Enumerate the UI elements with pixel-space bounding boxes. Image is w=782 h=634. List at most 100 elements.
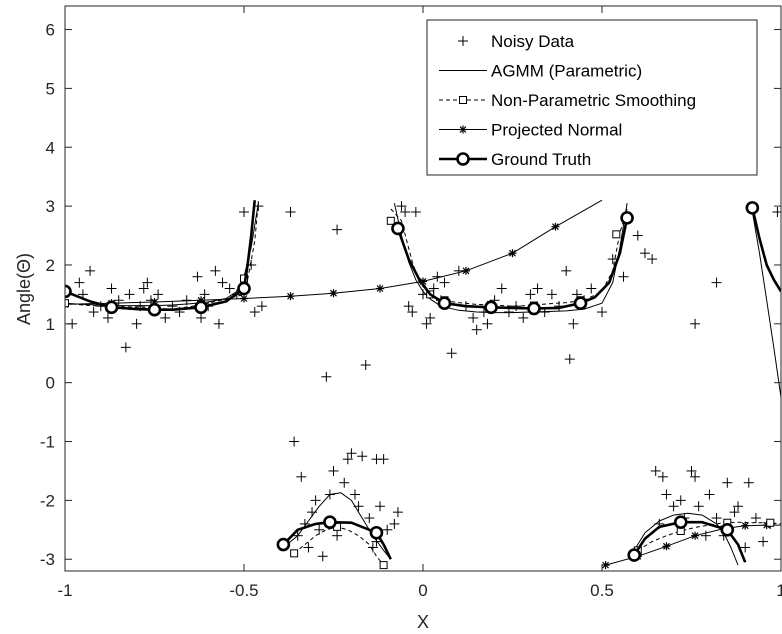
noisy-data-point [525,289,536,300]
noisy-data-point [568,318,579,329]
noisy-data-point [650,465,661,476]
noisy-data-point [743,477,754,488]
ground-truth-marker [484,300,498,315]
ground-truth-line [396,217,629,310]
noisy-data-point [357,451,368,462]
noisy-data-point [102,312,113,323]
noisy-data-point [296,471,307,482]
noisy-data-point [740,542,751,553]
legend-box [426,19,758,176]
noisy-data-point [711,513,722,524]
legend-marker-non-parametric-smoothing [459,96,467,104]
noisy-data-point [375,501,386,512]
noisy-data-point [668,501,679,512]
noisy-data-point [396,201,407,212]
data-layer [65,199,781,570]
noisy-data-point [106,283,117,294]
ground-truth-marker [369,525,384,540]
noisy-data-point [196,312,207,323]
y-tick-label: 0 [46,374,55,393]
noisy-data-point [88,307,99,318]
non-parametric-smoothing-marker [386,216,395,225]
ground-truth-marker [620,211,634,225]
projected-normal-marker [601,561,610,570]
y-tick-label: 6 [46,21,55,40]
noisy-data-point [518,312,529,323]
y-axis-label: Angle(Θ) [14,253,34,325]
noisy-data-point [124,289,135,300]
noisy-data-point [607,254,618,265]
noisy-data-point [321,371,332,382]
noisy-data-point [704,489,715,500]
noisy-data-point [310,495,321,506]
y-tick-label: -2 [40,491,55,510]
ground-truth-marker [720,523,735,537]
noisy-data-point [471,324,482,335]
noisy-data-point [711,277,722,288]
ground-truth-marker [147,302,162,317]
noisy-data-point [339,477,350,488]
noisy-data-point [639,248,650,259]
noisy-data-point [407,307,418,318]
noisy-data-point [389,518,400,529]
y-tick-label: -3 [40,550,55,569]
noisy-data-point [192,271,203,282]
legend-label-noisy-data: Noisy Data [491,32,575,51]
non-parametric-smoothing-line [65,203,259,310]
legend-label-agmm-parametric: AGMM (Parametric) [491,62,642,81]
projected-normal-marker [741,521,750,530]
noisy-data-point [410,206,421,217]
projected-normal-line [65,199,603,305]
y-tick-label: -1 [40,433,55,452]
legend-label-projected-normal: Projected Normal [491,121,622,140]
non-parametric-smoothing-line [293,526,384,566]
noisy-data-point [142,277,153,288]
noisy-data-point [138,283,149,294]
noisy-data-point [693,501,704,512]
legend: Noisy Data AGMM (Parametric) Non-Parametri… [426,19,758,176]
y-tick-label: 3 [46,197,55,216]
x-tick-label: 0 [418,581,427,600]
ground-truth-marker [237,281,251,296]
noisy-data-point [360,360,371,371]
noisy-data-point [210,265,221,276]
agmm-parametric-line [630,512,739,566]
projected-normal-marker [376,284,385,293]
ground-truth-line [751,207,781,293]
noisy-data-point [597,307,607,318]
noisy-data-point [256,301,267,312]
noisy-data-point [346,448,357,459]
legend-label-ground-truth: Ground Truth [491,150,591,169]
noisy-data-point [482,318,493,329]
noisy-data-point [314,524,325,535]
legend-label-non-parametric-smoothing: Non-Parametric Smoothing [491,91,696,110]
projected-normal-marker [691,531,700,540]
noisy-data-point [661,489,672,500]
non-parametric-smoothing-marker [766,518,775,527]
projected-normal-marker [329,289,338,298]
noisy-data-point [131,318,142,329]
noisy-data-point [532,283,543,294]
noisy-data-point [729,507,740,518]
noisy-data-point [468,312,479,323]
projected-normal-marker [286,292,295,301]
agmm-parametric-line [286,492,392,560]
ground-truth-marker [323,515,337,529]
x-tick-label: -0.5 [229,581,258,600]
non-parametric-smoothing-marker [379,561,388,570]
noisy-data-point [199,289,210,300]
noisy-data-point [439,277,450,288]
legend-marker-projected-normal [459,125,467,134]
non-parametric-smoothing-marker [65,299,69,308]
ground-truth-line [282,520,392,560]
noisy-data-point [561,265,572,276]
noisy-data-point [750,513,761,524]
y-tick-label: 5 [46,79,55,98]
y-tick-label: 4 [46,138,55,157]
noisy-data-point [425,312,436,323]
noisy-data-point [364,513,375,524]
noisy-data-point [224,283,235,294]
ground-truth-marker [745,201,760,215]
ground-truth-marker [276,537,291,552]
